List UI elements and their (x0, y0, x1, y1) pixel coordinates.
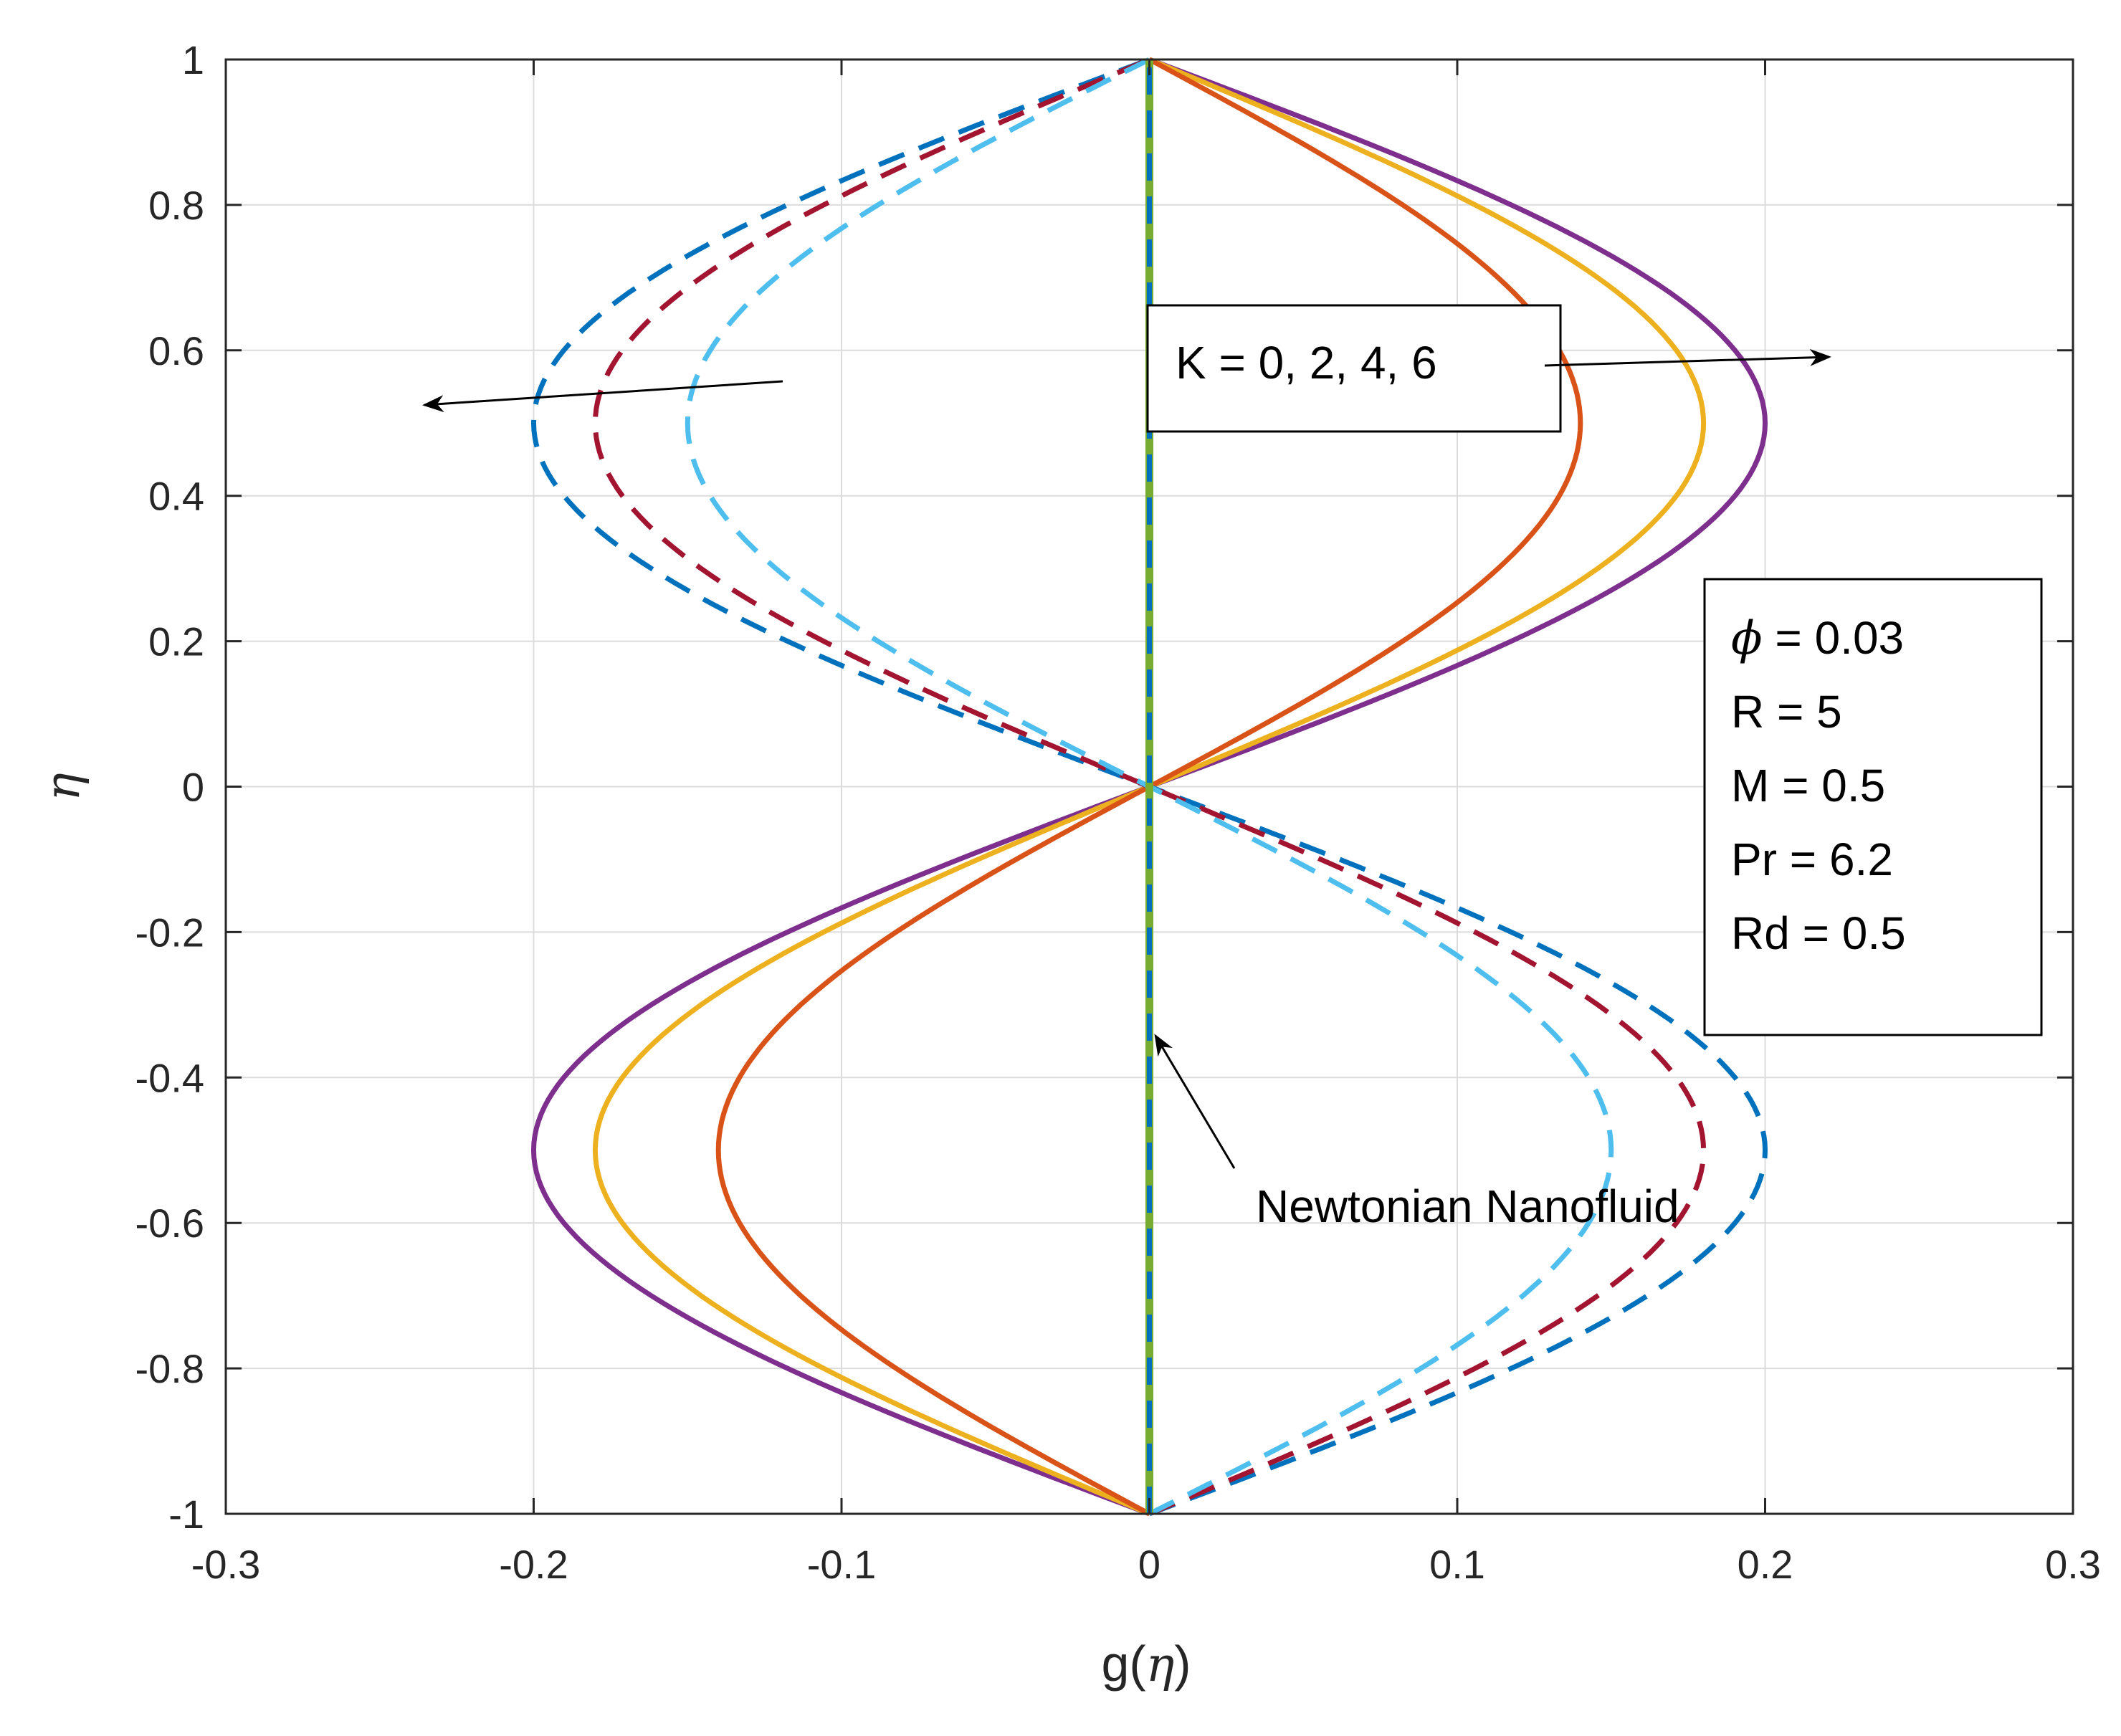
y-tick-label: -1 (168, 1492, 204, 1537)
y-tick-label: -0.6 (135, 1201, 205, 1246)
x-axis-label-prefix: g( (1101, 1636, 1145, 1692)
x-tick-label: 0.1 (1429, 1542, 1485, 1587)
series-line-5 (592, 57, 1707, 1517)
parameter-box (1703, 578, 2043, 1036)
x-tick-label: -0.1 (807, 1542, 877, 1587)
newtonian-arrow (1154, 1034, 1236, 1169)
parameter-line: R = 5 (1731, 686, 1842, 738)
x-tick-label: -0.2 (499, 1542, 568, 1587)
tick-labels: -0.3 -0.2 -0.1 0 0.1 0.2 0.3 1 0.8 0.6 0.4 0.2 0 -0.2… (135, 37, 2101, 1587)
x-tick-label: 0.3 (2045, 1542, 2101, 1587)
x-tick-label: 0 (1138, 1542, 1160, 1587)
y-tick-label: 0.6 (148, 328, 204, 373)
x-axis-label-symbol: η (1146, 1637, 1175, 1692)
x-axis-label: g(η) (1101, 1636, 1191, 1692)
parameter-text: R = 5 (1731, 686, 1842, 738)
x-tick-label: -0.3 (191, 1542, 261, 1587)
k-annotation-box (1146, 304, 1562, 433)
parameter-line: Pr = 6.2 (1731, 834, 1893, 885)
x-tick-label: 0.2 (1738, 1542, 1793, 1587)
y-tick-label: 0.8 (148, 183, 204, 228)
k-arrow-left (422, 380, 783, 413)
parameter-line: ϕ = 0.03 (1731, 612, 1904, 665)
y-tick-label: -0.2 (135, 910, 205, 955)
parameter-line: M = 0.5 (1731, 760, 1885, 811)
parameter-text: M = 0.5 (1731, 760, 1885, 811)
parameter-list: ϕ = 0.03 R = 5 M = 0.5 Pr = 6.2 Rd = 0.5 (1731, 612, 1906, 959)
newtonian-label: Newtonian Nanofluid (1256, 1181, 1679, 1232)
parameter-text: Rd = 0.5 (1731, 907, 1906, 959)
y-tick-label: -0.8 (135, 1346, 205, 1391)
y-tick-label: 0 (182, 765, 204, 810)
y-tick-label: 0.4 (148, 474, 204, 519)
parameter-line: Rd = 0.5 (1731, 907, 1906, 959)
parameter-symbol: ϕ (1731, 612, 1763, 665)
k-arrow-right (1544, 348, 1831, 367)
y-axis-label: η (35, 773, 90, 801)
ticks (224, 58, 2074, 1515)
y-tick-label: 0.2 (148, 619, 204, 664)
parameter-text: Pr = 6.2 (1731, 834, 1893, 885)
parameter-text: = 0.03 (1763, 612, 1905, 664)
k-annotation-label: K = 0, 2, 4, 6 (1176, 337, 1437, 388)
y-tick-label: 1 (182, 37, 204, 82)
series-group (531, 57, 1768, 1517)
x-axis-label-suffix: ) (1174, 1636, 1191, 1692)
y-tick-label: -0.4 (135, 1055, 205, 1100)
